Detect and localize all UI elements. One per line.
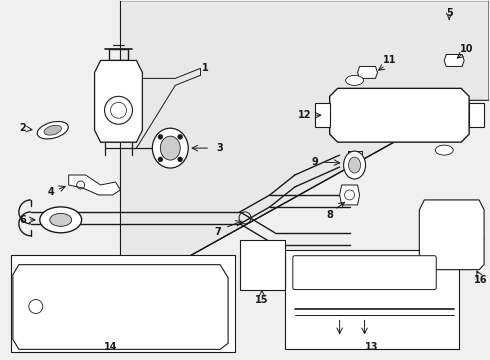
Polygon shape [444,54,464,67]
Text: 13: 13 [365,342,378,352]
Text: 7: 7 [215,227,221,237]
Polygon shape [419,200,484,270]
Ellipse shape [345,75,364,85]
Polygon shape [95,60,143,142]
Text: 8: 8 [326,210,333,220]
Ellipse shape [152,128,188,168]
Text: 14: 14 [104,342,117,352]
Circle shape [178,157,183,162]
Polygon shape [69,175,121,195]
Ellipse shape [343,151,366,179]
Polygon shape [13,265,228,349]
Text: 3: 3 [217,143,223,153]
Ellipse shape [37,121,68,139]
Ellipse shape [44,125,61,135]
FancyBboxPatch shape [11,255,235,352]
Text: 10: 10 [461,44,474,54]
Text: 1: 1 [202,63,209,73]
Text: 9: 9 [311,157,318,167]
Circle shape [178,134,183,139]
Text: 2: 2 [20,123,26,133]
Polygon shape [469,103,484,127]
Text: 6: 6 [20,215,26,225]
Polygon shape [358,67,377,78]
Ellipse shape [435,145,453,155]
Text: 5: 5 [446,8,453,18]
Circle shape [158,157,163,162]
Ellipse shape [348,157,361,173]
Text: 15: 15 [255,294,269,305]
Polygon shape [240,240,285,289]
Polygon shape [340,185,360,205]
Circle shape [158,134,163,139]
FancyBboxPatch shape [293,256,436,289]
Polygon shape [121,1,489,294]
Text: 4: 4 [48,187,54,197]
Polygon shape [315,103,330,127]
Text: 16: 16 [474,275,488,285]
FancyBboxPatch shape [285,250,459,349]
Ellipse shape [160,136,180,160]
Polygon shape [330,88,469,142]
Text: 12: 12 [298,110,312,120]
Ellipse shape [50,213,72,226]
Ellipse shape [40,207,82,233]
Text: 11: 11 [383,55,396,66]
